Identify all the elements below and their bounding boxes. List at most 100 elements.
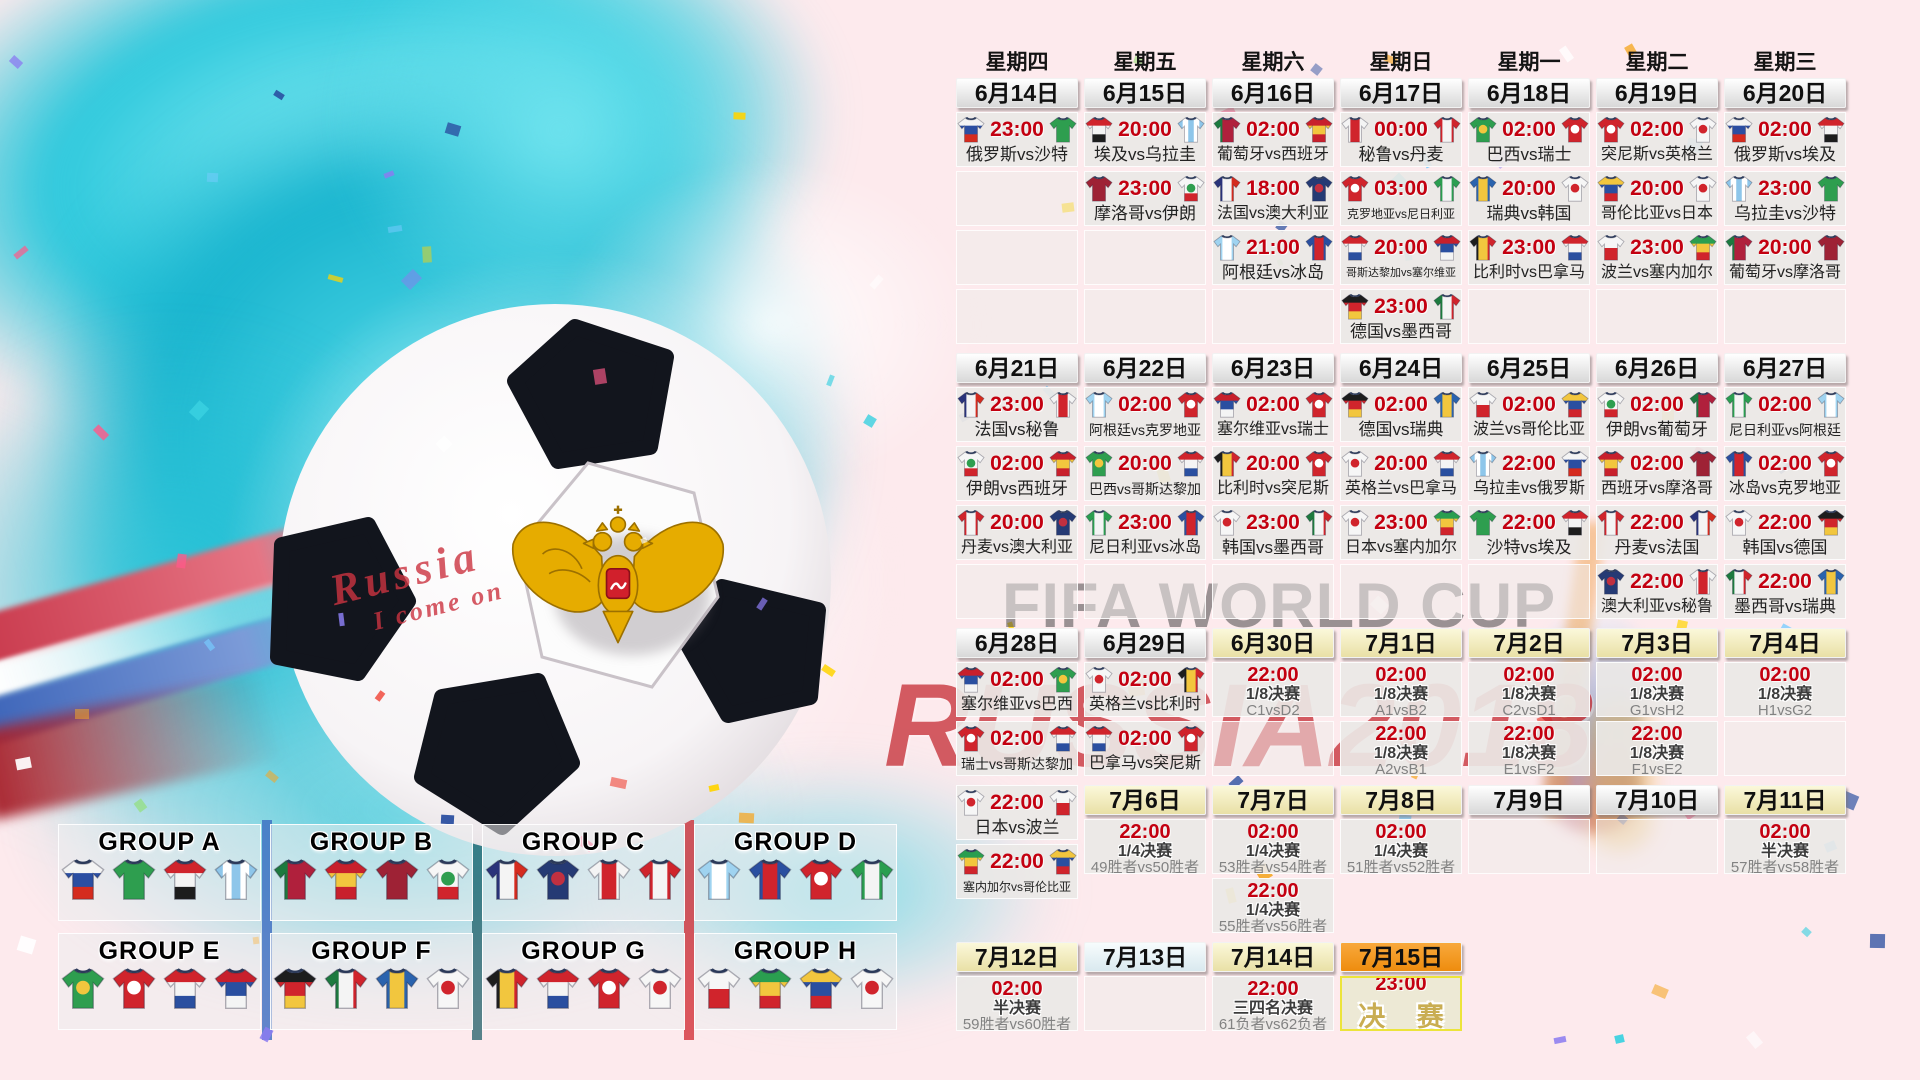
jersey-icon-比利时 [1469,234,1497,261]
match-teams: 塞内加尔vs哥伦比亚 [962,880,1071,894]
final-match-cell: 23:00 决 赛 [1340,976,1462,1031]
match-cell: 02:00 突尼斯vs英格兰 [1596,112,1718,167]
calendar-day: 7月14日 22:00 三四名决赛 61负者vs62负者 [1212,942,1334,1031]
jersey-icon-葡萄牙 [273,859,317,900]
match-cell: 02:00 巴拿马vs突尼斯 [1084,721,1206,776]
knockout-teams: 61负者vs62负者 [1218,1016,1328,1031]
match-time: 02:00 [1630,117,1684,141]
weekday-label: 星期一 [1497,51,1561,74]
match-teams: 塞尔维亚vs瑞士 [1216,421,1329,438]
match-cell: 23:00 乌拉圭vs沙特 [1724,171,1846,226]
jersey-icon-墨西哥 [1725,568,1753,595]
jersey-icon-葡萄牙 [1213,116,1241,143]
match-teams: 韩国vs墨西哥 [1222,538,1324,557]
jersey-icon-冰岛 [1177,509,1205,536]
match-teams: 突尼斯vs英格兰 [1600,146,1713,163]
match-cell: 03:00 克罗地亚vs尼日利亚 [1340,171,1462,226]
date-header: 6月26日 [1596,353,1718,383]
match-time: 22:00 [1631,723,1683,745]
calendar-day: 7月4日 02:00 1/8决赛 H1vsG2 [1724,628,1846,776]
soccer-ball [270,295,840,865]
match-cell: 22:00 丹麦vs法国 [1596,505,1718,560]
jersey-icon-乌拉圭 [214,859,258,900]
match-time: 02:00 [991,978,1043,1000]
match-time-row: 23:00 [1341,291,1461,322]
calendar-day: 7月11日 02:00 半决赛 57胜者vs58胜者 [1724,785,1846,874]
knockout-teams: 55胜者vs56胜者 [1218,918,1328,933]
match-time-row: 02:00 [1597,114,1717,145]
group-title: GROUP A [98,828,221,856]
match-cell: 20:00 埃及vs乌拉圭 [1084,112,1206,167]
empty-cell [1596,289,1718,344]
knockout-cell: 02:00 1/8决赛 A1vsB2 [1340,662,1462,717]
match-time: 02:00 [990,451,1044,475]
match-time: 23:00 [1374,294,1428,318]
jersey-icon-巴西 [1469,116,1497,143]
calendar-day: 6月28日 02:00 塞尔维亚vs巴西 02:00 瑞士vs哥斯达黎加 [956,628,1078,776]
group-jerseys [697,968,894,1010]
match-teams: 阿根廷vs克罗地亚 [1089,422,1201,438]
knockout-cell: 02:00 1/4决赛 51胜者vs52胜者 [1340,819,1462,874]
match-teams: 西班牙vs摩洛哥 [1600,480,1713,497]
jersey-icon-法国 [957,391,985,418]
match-time: 03:00 [1374,176,1428,200]
match-cell: 02:00 俄罗斯vs埃及 [1724,112,1846,167]
match-time-row: 22:00 [1597,566,1717,597]
jersey-icon-墨西哥 [324,968,368,1009]
jersey-icon-俄罗斯 [1725,116,1753,143]
knockout-teams: C1vsD2 [1246,702,1300,717]
jersey-icon-澳大利亚 [1305,175,1333,202]
jersey-icon-巴西 [1049,666,1077,693]
match-time-row: 22:00 [1725,507,1845,538]
calendar-day: 6月16日 02:00 葡萄牙vs西班牙 18:00 法国vs澳大利亚 21:00 阿根廷v… [1212,78,1334,344]
match-cell: 20:00 哥斯达黎加vs塞尔维亚 [1340,230,1462,285]
groups-panel: GROUP A GROUP B GROUP C GROUP D GROUP E GROUP… [58,824,897,1030]
match-time: 22:00 [990,790,1044,814]
jersey-icon-摩洛哥 [1085,175,1113,202]
jersey-icon-日本 [1341,509,1369,536]
group-box: GROUP D [694,824,897,921]
match-time: 02:00 [1758,451,1812,475]
match-time: 22:00 [1502,451,1556,475]
match-time: 02:00 [1631,664,1683,686]
match-time: 02:00 [1118,726,1172,750]
match-time-row: 22:00 [1597,507,1717,538]
match-time: 02:00 [1759,664,1811,686]
jersey-icon-西班牙 [1049,450,1077,477]
match-time-row: 20:00 [1341,232,1461,263]
match-time-row: 23:00 [957,389,1077,420]
match-cell: 20:00 哥伦比亚vs日本 [1596,171,1718,226]
jersey-icon-伊朗 [426,859,470,900]
jersey-icon-英格兰 [638,968,682,1009]
match-time-row: 23:00 [1725,173,1845,204]
jersey-icon-阿根廷 [697,859,741,900]
match-time: 20:00 [1246,451,1300,475]
group-title: GROUP B [309,828,434,856]
empty-cell [1468,564,1590,619]
match-time-row: 02:00 [1341,389,1461,420]
jersey-icon-塞内加尔 [1433,509,1461,536]
date-header: 6月18日 [1468,78,1590,108]
match-teams: 丹麦vs法国 [1614,538,1700,557]
empty-cell [1212,289,1334,344]
knockout-stage: 1/8决赛 [1373,745,1429,762]
jersey-icon-巴拿马 [1433,450,1461,477]
match-time: 22:00 [1247,664,1299,686]
match-time-row: 20:00 [957,507,1077,538]
match-time: 22:00 [1630,569,1684,593]
jersey-icon-瑞典 [1469,175,1497,202]
match-time: 02:00 [1375,664,1427,686]
jersey-icon-巴西 [1085,450,1113,477]
jersey-icon-乌拉圭 [1725,175,1753,202]
jersey-icon-瑞士 [112,968,156,1009]
group-jerseys [485,859,682,901]
match-time-row: 20:00 [1597,173,1717,204]
match-teams: 瑞典vs韩国 [1486,204,1572,223]
group-title: GROUP H [733,937,858,965]
group-box: GROUP G [482,933,685,1030]
weekday-label: 星期日 [1369,51,1433,74]
date-header: 7月12日 [956,942,1078,972]
calendar-week-row: 6月28日 02:00 塞尔维亚vs巴西 02:00 瑞士vs哥斯达黎加 6月29日 02:… [956,628,1852,776]
match-time: 22:00 [1375,723,1427,745]
calendar-week-row: 6月21日 23:00 法国vs秘鲁 02:00 伊朗vs西班牙 20:00 丹麦vs澳大利… [956,353,1852,619]
